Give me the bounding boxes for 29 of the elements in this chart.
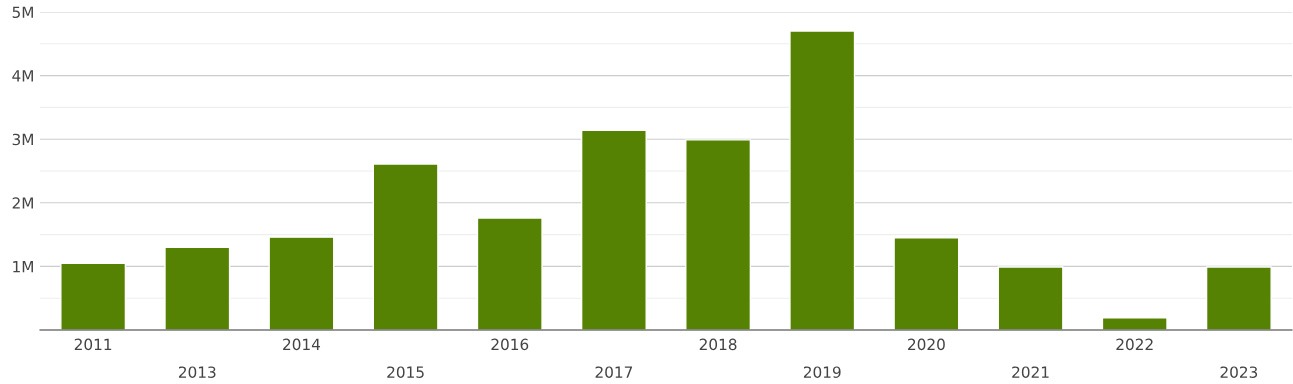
x-tick-label: 2013 xyxy=(178,366,216,378)
y-tick-label: 3M xyxy=(12,133,33,146)
x-tick-label: 2016 xyxy=(491,338,529,351)
x-tick-label: 2018 xyxy=(699,338,737,351)
y-tick-label: 2M xyxy=(12,197,33,209)
x-tick-label: 2011 xyxy=(74,338,112,351)
x-tick-label: 2021 xyxy=(1012,366,1049,378)
x-tick-label: 2015 xyxy=(387,366,424,378)
x-tick-label: 2017 xyxy=(595,366,633,378)
bar xyxy=(1205,266,1272,330)
bar xyxy=(893,237,960,330)
y-tick-label: 1M xyxy=(13,261,33,273)
y-tick-label: 4M xyxy=(12,70,33,82)
x-tick-label: 2023 xyxy=(1220,366,1258,378)
bar xyxy=(685,139,752,330)
bar xyxy=(789,30,856,330)
bar xyxy=(476,217,543,330)
bar xyxy=(372,163,439,330)
x-tick-label: 2014 xyxy=(283,338,321,351)
x-tick-label: 2020 xyxy=(908,338,945,351)
bar xyxy=(580,129,647,330)
bar xyxy=(164,246,231,330)
x-tick-label: 2019 xyxy=(803,366,841,378)
bar xyxy=(1101,317,1168,330)
bar xyxy=(60,262,127,330)
bar xyxy=(997,266,1064,330)
bar xyxy=(268,236,335,330)
x-tick-label: 2022 xyxy=(1116,338,1153,351)
y-tick-label: 5M xyxy=(12,6,33,19)
